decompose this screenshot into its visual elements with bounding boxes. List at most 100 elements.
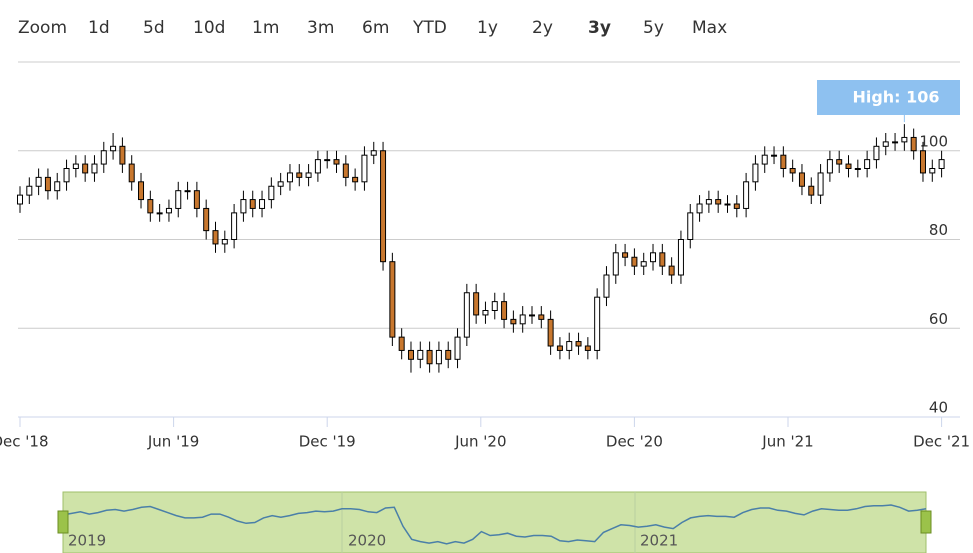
candle-body — [305, 172, 312, 178]
candle-body — [324, 159, 331, 162]
candle-body — [901, 136, 908, 143]
candle-body — [119, 145, 126, 165]
navigator-label: 2019 — [68, 532, 106, 550]
range-button[interactable]: 1m — [252, 18, 279, 38]
candle-body — [361, 154, 368, 183]
candle-body — [491, 301, 498, 311]
candle-body — [203, 207, 210, 232]
candle-body — [584, 345, 591, 351]
candle-body — [650, 252, 657, 263]
range-button[interactable]: 5y — [643, 18, 664, 38]
candle-body — [72, 163, 79, 169]
range-button[interactable]: 1d — [88, 18, 110, 38]
grid: 40 60 80 100 Dec '18 Jun '19 Dec '19 Jun '20 Dec… — [0, 132, 970, 450]
y-tick-label: 100 — [919, 132, 948, 150]
candle-body — [398, 336, 405, 351]
candle-body — [640, 261, 647, 267]
candle-body — [752, 163, 759, 183]
candle-body — [435, 349, 442, 365]
range-button[interactable]: 3y — [588, 18, 611, 38]
candle-body — [268, 185, 275, 201]
candle-body — [836, 159, 843, 165]
candle-body — [184, 190, 191, 193]
navigator-selection[interactable] — [62, 491, 927, 553]
candle-body — [128, 163, 135, 183]
candle-body — [696, 203, 703, 214]
x-tick-label: Jun '21 — [761, 433, 813, 451]
candle-body — [687, 212, 694, 240]
candle-body — [873, 145, 880, 161]
navigator-handle[interactable] — [920, 510, 932, 534]
candle-body — [659, 252, 666, 267]
candle-body — [221, 239, 228, 245]
candle-body — [26, 185, 33, 196]
y-tick-label: 40 — [929, 399, 948, 417]
x-tick-label: Dec '18 — [0, 433, 49, 451]
candle-body — [380, 150, 387, 263]
candle-body — [519, 314, 526, 325]
candle-body — [147, 199, 154, 214]
candle-body — [342, 163, 349, 178]
annotation-box — [817, 80, 960, 115]
x-tick-label: Dec '19 — [299, 433, 356, 451]
range-button[interactable]: 6m — [362, 18, 389, 38]
candle-body — [417, 349, 424, 360]
candle-body — [454, 336, 461, 360]
y-tick-label: 80 — [929, 221, 948, 239]
y-tick-label: 60 — [929, 310, 948, 328]
candle-body — [165, 207, 172, 214]
range-button[interactable]: 5d — [143, 18, 165, 38]
x-tick-label: Jun '20 — [454, 433, 506, 451]
candle-body — [501, 301, 508, 320]
candle-body — [817, 172, 824, 196]
candle-body — [333, 159, 340, 165]
candle-body — [314, 159, 321, 174]
candle-body — [286, 172, 293, 183]
navigator-handle[interactable] — [57, 510, 69, 534]
navigator-label: 2020 — [348, 532, 386, 550]
candle-body — [35, 176, 42, 187]
candle-body — [575, 341, 582, 347]
candle-body — [259, 199, 266, 209]
navigator: 2019 2020 2021 — [40, 491, 960, 553]
candle-body — [473, 292, 480, 316]
candle-body — [193, 190, 200, 209]
candle-body — [212, 230, 219, 245]
candle-body — [296, 172, 303, 178]
range-button[interactable]: Max — [692, 18, 727, 38]
range-button[interactable]: 1y — [477, 18, 498, 38]
candle-body — [733, 203, 740, 209]
candle-body — [938, 159, 945, 169]
candle-body — [110, 145, 117, 152]
candle-body — [724, 203, 731, 206]
candle-body — [715, 199, 722, 205]
candle-body — [249, 199, 256, 209]
candle-body — [538, 314, 545, 320]
annotation-text: High: 106 — [852, 88, 939, 107]
candle-body — [603, 274, 610, 298]
candle-body — [100, 150, 107, 165]
candle-body — [882, 141, 889, 147]
candle-body — [91, 163, 98, 174]
candle-body — [743, 181, 750, 209]
candle-body — [17, 194, 23, 205]
range-button[interactable]: 2y — [532, 18, 553, 38]
candle-body — [808, 185, 815, 196]
candle-body — [463, 292, 470, 338]
candle-body — [910, 136, 917, 152]
candle-body — [175, 190, 182, 209]
navigator-line — [62, 504, 927, 545]
navigator-label: 2021 — [640, 532, 678, 550]
candle-body — [352, 176, 359, 183]
range-button[interactable]: 3m — [307, 18, 334, 38]
candle-body — [929, 168, 936, 174]
candle-body — [864, 159, 871, 169]
candle-body — [594, 296, 601, 351]
candle-body — [240, 199, 247, 214]
range-button[interactable]: 10d — [193, 18, 225, 38]
annotation: High: 106 — [817, 80, 960, 123]
candle-body — [445, 349, 452, 360]
candle-body — [407, 349, 414, 360]
range-button[interactable]: YTD — [412, 18, 447, 38]
